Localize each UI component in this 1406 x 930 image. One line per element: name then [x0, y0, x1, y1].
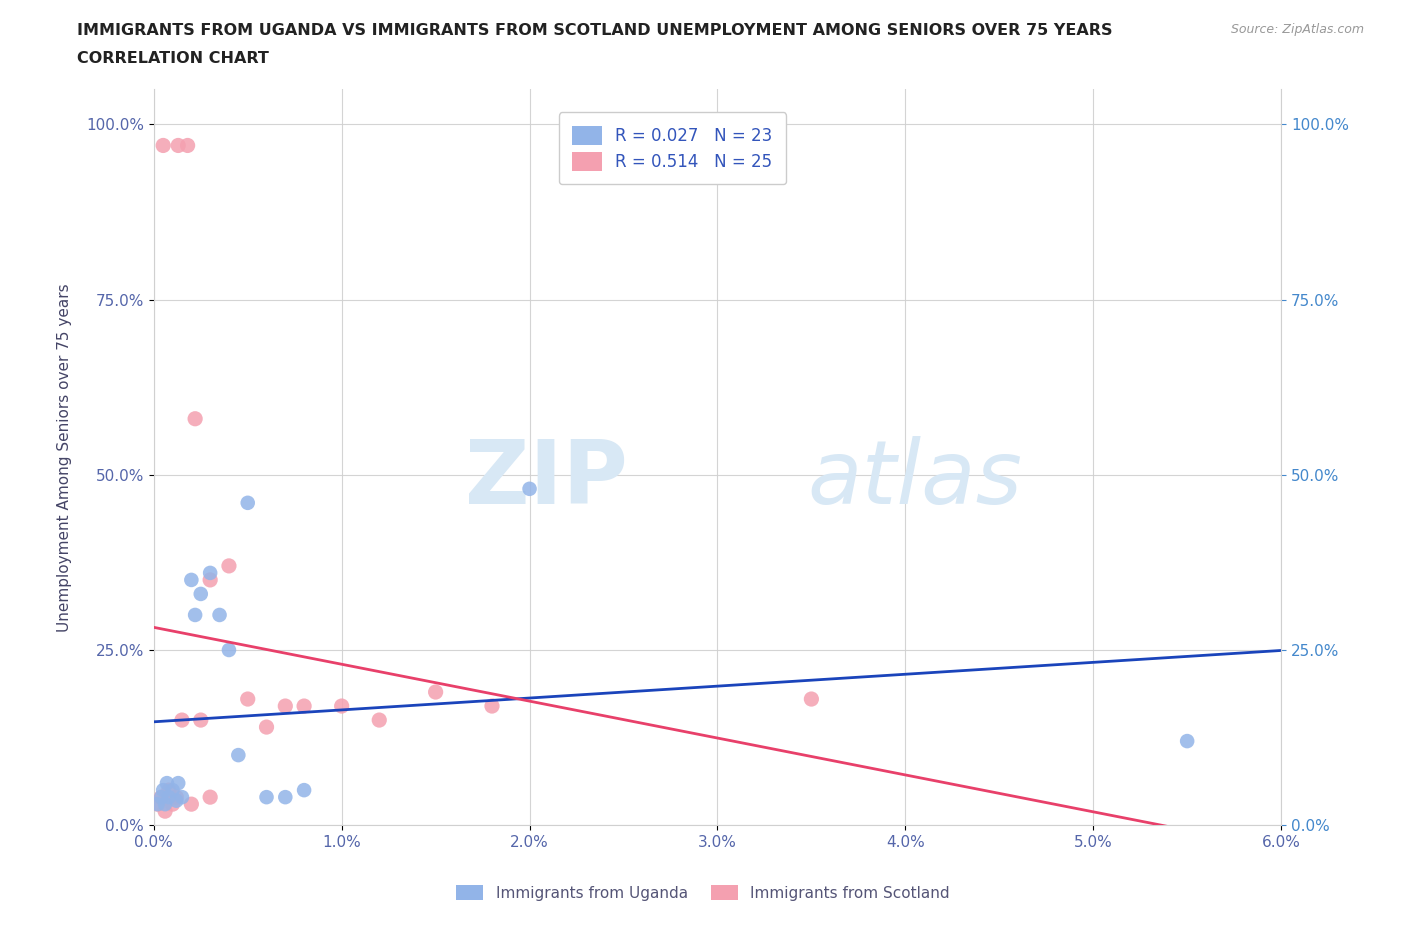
Point — [167, 776, 190, 790]
Point — [198, 565, 221, 580]
Point — [274, 790, 297, 804]
Text: ZIP: ZIP — [464, 436, 627, 523]
Point — [165, 793, 187, 808]
Point — [274, 698, 297, 713]
Point — [481, 698, 503, 713]
Point — [156, 776, 179, 790]
Point — [425, 684, 447, 699]
Point — [236, 496, 259, 511]
Point — [198, 573, 221, 588]
Point — [256, 790, 278, 804]
Point — [162, 797, 184, 812]
Point — [368, 712, 391, 727]
Point — [146, 797, 169, 812]
Text: IMMIGRANTS FROM UGANDA VS IMMIGRANTS FROM SCOTLAND UNEMPLOYMENT AMONG SENIORS OV: IMMIGRANTS FROM UGANDA VS IMMIGRANTS FRO… — [77, 23, 1112, 38]
Point — [152, 783, 174, 798]
Point — [292, 698, 315, 713]
Point — [150, 790, 173, 804]
Point — [176, 138, 198, 153]
Point — [256, 720, 278, 735]
Point — [519, 482, 541, 497]
Y-axis label: Unemployment Among Seniors over 75 years: Unemployment Among Seniors over 75 years — [58, 283, 72, 631]
Point — [1175, 734, 1198, 749]
Legend: R = 0.027   N = 23, R = 0.514   N = 25: R = 0.027 N = 23, R = 0.514 N = 25 — [558, 113, 786, 184]
Point — [150, 790, 173, 804]
Text: Source: ZipAtlas.com: Source: ZipAtlas.com — [1230, 23, 1364, 36]
Point — [208, 607, 231, 622]
Legend: Immigrants from Uganda, Immigrants from Scotland: Immigrants from Uganda, Immigrants from … — [449, 877, 957, 909]
Point — [198, 790, 221, 804]
Point — [165, 790, 187, 804]
Point — [152, 138, 174, 153]
Point — [236, 692, 259, 707]
Point — [218, 558, 240, 573]
Point — [167, 138, 190, 153]
Point — [330, 698, 353, 713]
Point — [157, 790, 180, 804]
Point — [153, 804, 176, 818]
Point — [170, 712, 193, 727]
Point — [146, 797, 169, 812]
Point — [228, 748, 250, 763]
Point — [153, 797, 176, 812]
Point — [184, 607, 207, 622]
Point — [180, 573, 202, 588]
Point — [170, 790, 193, 804]
Text: CORRELATION CHART: CORRELATION CHART — [77, 51, 269, 66]
Point — [800, 692, 823, 707]
Point — [157, 783, 180, 798]
Point — [184, 411, 207, 426]
Text: atlas: atlas — [807, 436, 1022, 523]
Point — [292, 783, 315, 798]
Point — [162, 783, 184, 798]
Point — [180, 797, 202, 812]
Point — [218, 643, 240, 658]
Point — [190, 587, 212, 602]
Point — [190, 712, 212, 727]
